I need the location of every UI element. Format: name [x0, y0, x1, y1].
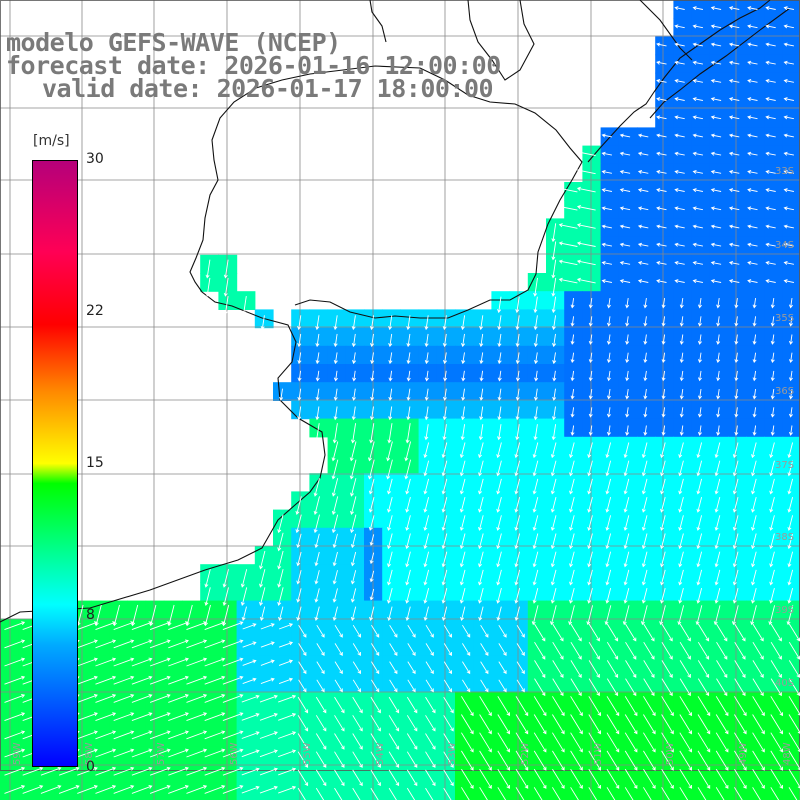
lon-labels: 59W 58W 57W 56W 55W 54W 53W 52W 51W 50W 49W 48W: [12, 742, 793, 765]
lon-label: 58W: [84, 742, 95, 765]
lat-label: 38S: [775, 532, 794, 543]
lon-label: 48W: [782, 742, 793, 765]
lon-label: 54W: [375, 742, 386, 765]
lat-label: 35S: [775, 313, 794, 324]
colorbar-tick: 0: [86, 759, 95, 775]
lon-label: 59W: [12, 742, 23, 765]
colorbar-unit: [m/s]: [33, 133, 70, 149]
colorbar-tick: 8: [86, 607, 95, 623]
lat-labels: 33S 34S 35S 36S 37S 38S 39S 40S: [775, 166, 794, 689]
lon-label: 53W: [447, 742, 458, 765]
colorbar-tick: 22: [86, 303, 104, 319]
coastline-north: [369, 0, 791, 119]
lon-label: 55W: [302, 742, 313, 765]
lat-label: 37S: [775, 460, 794, 471]
lon-label: 49W: [738, 742, 749, 765]
lat-label: 34S: [775, 240, 794, 251]
wind-vectors: [4, 6, 800, 800]
lat-label: 39S: [775, 605, 794, 616]
lat-label: 40S: [775, 678, 794, 689]
colorbar-tick: 30: [86, 151, 104, 167]
lon-label: 57W: [156, 742, 167, 765]
lat-label: 36S: [775, 386, 794, 397]
colorbar-tick: 15: [86, 455, 104, 471]
forecast-date: forecast date: 2026-01-16 12:00:00: [6, 51, 501, 80]
lat-label: 33S: [775, 166, 794, 177]
lon-label: 52W: [520, 742, 531, 765]
coastline-east: [467, 0, 771, 163]
colorbar: [32, 160, 78, 767]
coastline: [0, 65, 583, 623]
lon-label: 50W: [665, 742, 676, 765]
lon-label: 56W: [229, 742, 240, 765]
lon-label: 51W: [593, 742, 604, 765]
model-title: modelo GEFS-WAVE (NCEP): [6, 28, 341, 57]
valid-date: valid date: 2026-01-17 18:00:00: [42, 74, 494, 103]
